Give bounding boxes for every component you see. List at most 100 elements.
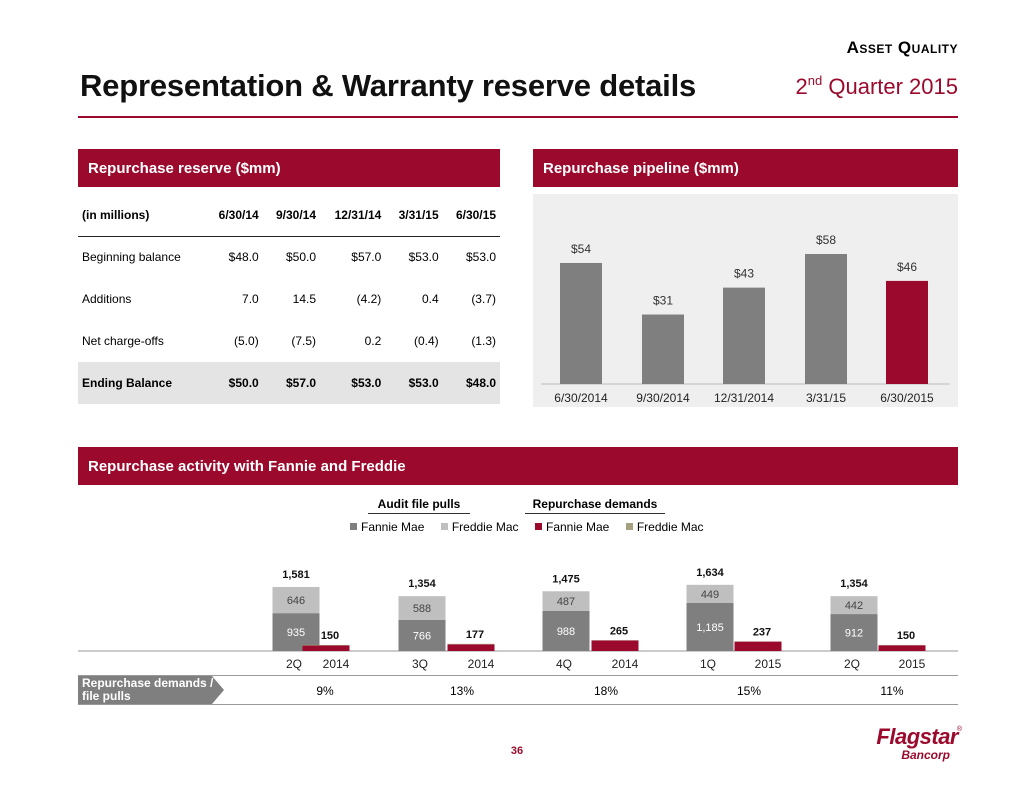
- x-tick-label: 3/31/15: [806, 391, 846, 405]
- bar-value-label: $46: [897, 260, 917, 274]
- reserve-col-header: 9/30/14: [262, 194, 321, 237]
- legend-item: Freddie Mac: [440, 519, 519, 534]
- audit-fannie-bar: [830, 614, 878, 651]
- x-tick-label: 12/31/2014: [714, 391, 774, 405]
- pipeline-bar: [886, 280, 928, 384]
- pipeline-heading: Repurchase pipeline ($mm): [533, 149, 958, 187]
- legend-label: Fannie Mae: [361, 519, 425, 534]
- logo-subtitle: Bancorp: [901, 748, 950, 762]
- audit-freddie-bar: [686, 584, 734, 604]
- audit-freddie-bar: [542, 591, 590, 611]
- segment-label: 988: [557, 626, 575, 638]
- ratio-label: Repurchase demands / file pulls: [82, 677, 213, 703]
- activity-heading: Repurchase activity with Fannie and Fred…: [78, 447, 958, 485]
- x-tick-quarter: 3Q: [412, 657, 428, 671]
- audit-fannie-bar: [542, 610, 590, 651]
- legend-label: Freddie Mac: [451, 519, 519, 534]
- segment-label: 646: [287, 595, 305, 607]
- demand-total-label: 237: [753, 626, 771, 638]
- demand-fannie-bar: [734, 641, 782, 651]
- demand-fannie-bar: [302, 645, 350, 651]
- ratio-label-line: file pulls: [82, 689, 131, 703]
- section-tag: Asset Quality: [846, 38, 958, 57]
- table-row: Net charge-offs (5.0) (7.5) 0.2 (0.4) (1…: [78, 320, 500, 362]
- activity-legend: Fannie Mae Freddie Mac Fannie Mae Freddi…: [350, 517, 750, 535]
- quarter-number: 2: [795, 74, 808, 99]
- audit-freddie-bar: [398, 596, 446, 620]
- ratio-value: 13%: [449, 684, 475, 698]
- audit-group-label: Audit file pulls: [377, 497, 461, 511]
- segment-label: 912: [845, 628, 863, 640]
- table-row: Additions 7.0 14.5 (4.2) 0.4 (3.7): [78, 278, 500, 320]
- legend-swatch: [625, 523, 633, 530]
- legend-swatch: [440, 523, 448, 530]
- pipeline-bar: [805, 254, 847, 384]
- segment-label: 487: [557, 596, 575, 608]
- table-cell: (7.5): [291, 334, 317, 348]
- table-cell: (5.0): [234, 334, 259, 348]
- legend-item: Fannie Mae: [534, 519, 610, 534]
- table-cell: $53.0: [385, 362, 443, 404]
- segment-label: 449: [701, 589, 719, 601]
- demand-total-label: 265: [610, 625, 628, 637]
- segment-label: 935: [287, 627, 305, 639]
- table-cell: $57.0: [262, 362, 321, 404]
- table-cell: $57.0: [351, 250, 382, 265]
- activity-chart: 935 646 1,581 150 2Q 2014 766 588 1,354 177 3Q 2014…: [78, 567, 958, 671]
- pipeline-bar: [642, 314, 684, 384]
- x-tick-year: 2014: [468, 657, 495, 671]
- reserve-heading: Repurchase reserve ($mm): [78, 149, 500, 187]
- table-cell: 14.5: [292, 292, 317, 306]
- reserve-col-header: 12/31/14: [320, 194, 386, 237]
- audit-total-label: 1,354: [408, 578, 436, 590]
- demands-group-label: Repurchase demands: [532, 497, 658, 511]
- x-tick-year: 2015: [899, 657, 926, 671]
- reserve-header-row: (in millions) 6/30/14 9/30/14 12/31/14 3…: [78, 194, 500, 237]
- reserve-table: (in millions) 6/30/14 9/30/14 12/31/14 3…: [78, 194, 500, 404]
- x-tick-year: 2014: [612, 657, 639, 671]
- row-label: Additions: [82, 292, 132, 306]
- table-cell: (3.7): [471, 292, 496, 306]
- x-tick-year: 2014: [323, 657, 350, 671]
- table-cell: 7.0: [242, 292, 259, 306]
- x-tick-quarter: 2Q: [286, 657, 302, 671]
- table-cell: (4.2): [356, 292, 382, 306]
- ratio-value: 9%: [316, 684, 334, 698]
- table-cell: (1.3): [471, 334, 496, 348]
- table-cell: $48.0: [442, 362, 500, 404]
- legend-label: Fannie Mae: [545, 519, 610, 534]
- pipeline-chart: $54 6/30/2014 $31 9/30/2014 $43 12/31/2014 $58…: [541, 233, 950, 405]
- legend-item: Fannie Mae: [350, 520, 424, 534]
- quarter-suffix: Quarter 2015: [822, 74, 958, 99]
- legend-swatch: [350, 523, 357, 530]
- demand-total-label: 150: [897, 630, 915, 642]
- table-cell: $53.0: [465, 250, 496, 265]
- registered-mark: ®: [956, 726, 962, 733]
- row-label: Beginning balance: [82, 250, 181, 265]
- ratio-value: 11%: [880, 684, 904, 698]
- bar-value-label: $58: [816, 233, 836, 247]
- bar-value-label: $31: [653, 294, 673, 308]
- x-tick-quarter: 4Q: [556, 657, 572, 671]
- table-cell: $53.0: [408, 250, 439, 265]
- audit-freddie-bar: [830, 596, 878, 615]
- audit-freddie-bar: [272, 586, 320, 614]
- row-label: Ending Balance: [78, 362, 206, 404]
- segment-label: 588: [413, 603, 431, 615]
- audit-total-label: 1,354: [840, 578, 868, 590]
- segment-label: 1,185: [696, 622, 724, 634]
- demand-total-label: 150: [321, 630, 339, 642]
- audit-fannie-bar: [272, 613, 320, 651]
- logo-wordmark: Flagstar: [876, 724, 958, 749]
- x-tick-quarter: 2Q: [844, 657, 860, 671]
- x-tick-year: 2015: [755, 657, 782, 671]
- reserve-col-header: 6/30/14: [205, 194, 263, 237]
- reserve-col-header: 3/31/15: [385, 194, 443, 237]
- audit-total-label: 1,475: [552, 573, 580, 585]
- demands-group-rule: [525, 513, 665, 514]
- audit-fannie-bar: [398, 619, 446, 651]
- table-cell: $53.0: [320, 362, 386, 404]
- ratio-label-line: Repurchase demands /: [82, 676, 214, 690]
- demand-fannie-bar: [878, 645, 926, 651]
- audit-fannie-bar: [686, 603, 734, 651]
